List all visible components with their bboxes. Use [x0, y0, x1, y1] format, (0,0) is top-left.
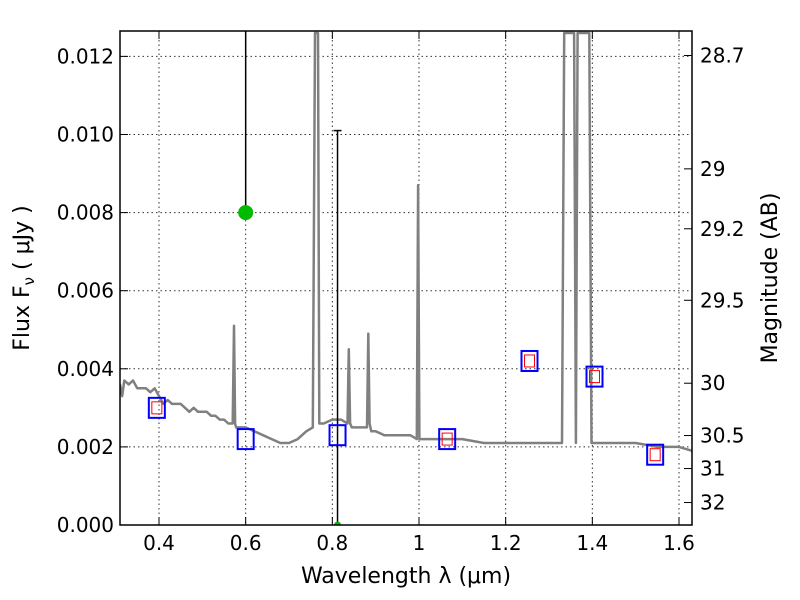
- model-flux-marker: [236, 428, 255, 451]
- x-axis-label: Wavelength λ (μm): [301, 564, 511, 589]
- y2-tick-label: 30.5: [700, 424, 745, 448]
- y2-tick-label: 29: [700, 157, 725, 181]
- y2-tick-label: 28.7: [700, 43, 745, 67]
- x-tick-label: 0.4: [143, 531, 175, 555]
- model-flux-marker: [147, 396, 166, 419]
- y-tick-label: 0.008: [57, 201, 114, 225]
- plot-area: [120, 31, 692, 525]
- plot-frame: [119, 30, 693, 526]
- x-tick-label: 0.8: [316, 531, 348, 555]
- y-tick-label: 0.004: [57, 357, 114, 381]
- model-flux-marker: [438, 428, 457, 451]
- x-tick-label: 1.2: [490, 531, 522, 555]
- detection-point: [238, 205, 254, 221]
- y-axis-label: Flux Fν ( μJy ): [10, 205, 38, 350]
- y2-tick-label: 32: [700, 491, 725, 515]
- observed-flux-marker: [151, 401, 163, 415]
- y2-tick-label: 31: [700, 457, 725, 481]
- upper-limit-point: [334, 521, 342, 525]
- spectrum-line: [120, 31, 692, 452]
- y2-tick-label: 29.2: [700, 217, 745, 241]
- observed-flux-marker: [441, 432, 453, 446]
- observed-flux-marker: [589, 370, 600, 384]
- y-tick-label: 0.010: [57, 122, 114, 146]
- x-tick-label: 0.6: [230, 531, 262, 555]
- y-axis-label-main: Flux F: [10, 285, 35, 350]
- y2-tick-label: 29.5: [700, 288, 745, 312]
- y-tick-label: 0.006: [57, 279, 114, 303]
- model-flux-marker: [328, 424, 347, 447]
- model-flux-marker: [585, 365, 604, 388]
- model-flux-marker: [520, 349, 539, 372]
- y-tick-label: 0.002: [57, 435, 114, 459]
- x-tick-label: 1: [413, 531, 426, 555]
- model-flux-marker: [646, 443, 665, 466]
- y-tick-label: 0.012: [57, 44, 114, 68]
- x-tick-label: 1.6: [663, 531, 695, 555]
- y2-tick-label: 30: [700, 371, 725, 395]
- y-axis-label-unit: ( μJy ): [10, 205, 35, 277]
- observed-flux-marker: [524, 354, 535, 368]
- y2-axis-label: Magnitude (AB): [758, 193, 783, 364]
- plot-content: [120, 31, 692, 525]
- y-axis-label-subscript: ν: [20, 277, 38, 285]
- x-tick-label: 1.4: [576, 531, 608, 555]
- observed-flux-marker: [649, 448, 661, 462]
- axis-ticks: 0.4 0.6 0.8 1 1.2 1.4 1.6 0.000 0.002 0.004 0.006 0…: [57, 31, 745, 555]
- y-tick-label: 0.000: [57, 513, 114, 537]
